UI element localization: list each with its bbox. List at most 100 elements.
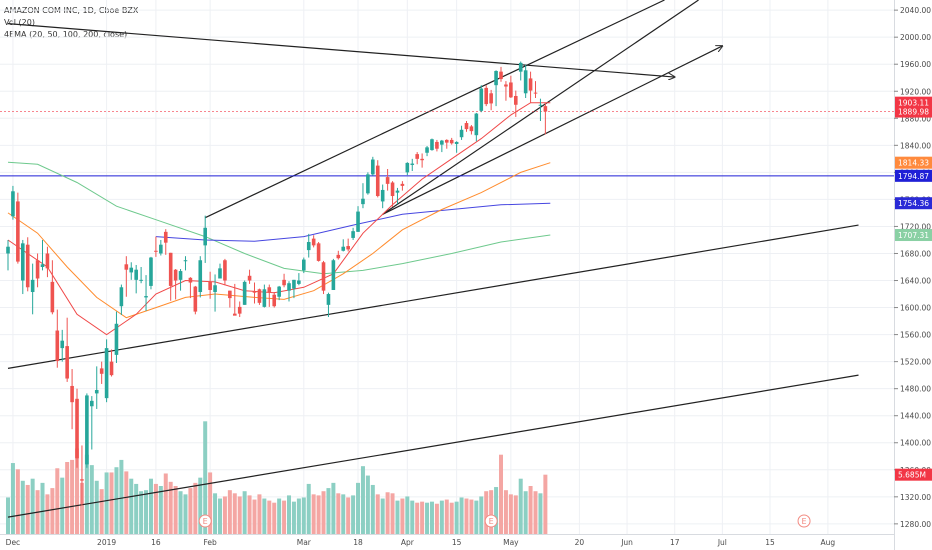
volume-bar[interactable] — [370, 484, 375, 534]
candle-body[interactable] — [430, 139, 434, 151]
candle-body[interactable] — [513, 95, 518, 105]
volume-bar[interactable] — [10, 463, 15, 534]
volume-bar[interactable] — [237, 496, 242, 534]
candle-body[interactable] — [75, 398, 79, 459]
volume-bar[interactable] — [30, 478, 35, 534]
volume-bar[interactable] — [321, 491, 326, 534]
candle-body[interactable] — [331, 260, 336, 290]
candle-body[interactable] — [25, 244, 30, 288]
volume-bar[interactable] — [429, 501, 434, 534]
candle-body[interactable] — [351, 231, 355, 238]
volume-bar[interactable] — [464, 498, 469, 534]
candle-body[interactable] — [385, 177, 390, 184]
candle-body[interactable] — [119, 287, 124, 307]
candle-body[interactable] — [292, 279, 296, 289]
candle-body[interactable] — [464, 123, 469, 130]
candle-body[interactable] — [45, 253, 50, 269]
candle-body[interactable] — [316, 243, 321, 261]
volume-bar[interactable] — [513, 495, 518, 534]
candle-body[interactable] — [90, 400, 94, 407]
volume-bar[interactable] — [395, 500, 400, 534]
candle-body[interactable] — [297, 280, 301, 284]
volume-bar[interactable] — [158, 486, 163, 534]
trend-line-support[interactable] — [7, 224, 859, 369]
candle-body[interactable] — [60, 340, 65, 349]
volume-bar[interactable] — [390, 493, 395, 534]
candle-body[interactable] — [65, 346, 69, 379]
volume-bar[interactable] — [351, 495, 356, 534]
candle-body[interactable] — [366, 174, 370, 194]
volume-bar[interactable] — [296, 498, 301, 534]
candle-body[interactable] — [277, 286, 281, 297]
candle-body[interactable] — [375, 165, 380, 197]
candle-body[interactable] — [400, 183, 405, 186]
candle-body[interactable] — [489, 93, 493, 104]
earnings-marker-icon[interactable] — [484, 514, 498, 528]
volume-bar[interactable] — [45, 494, 50, 534]
candle-body[interactable] — [282, 279, 286, 286]
candle-body[interactable] — [134, 269, 138, 280]
volume-bar[interactable] — [55, 468, 60, 534]
candle-body[interactable] — [20, 243, 25, 281]
volume-bar[interactable] — [217, 498, 222, 534]
candle-body[interactable] — [114, 323, 119, 355]
volume-bar[interactable] — [232, 493, 237, 534]
volume-bar[interactable] — [222, 496, 227, 534]
candle-body[interactable] — [326, 294, 331, 305]
candle-body[interactable] — [533, 92, 538, 94]
candle-body[interactable] — [321, 262, 326, 291]
volume-bar[interactable] — [203, 421, 208, 534]
candle-body[interactable] — [262, 289, 267, 307]
candle-body[interactable] — [163, 231, 168, 243]
candle-body[interactable] — [223, 260, 227, 281]
ema200-line[interactable] — [7, 161, 551, 275]
volume-bar[interactable] — [6, 497, 10, 534]
candle-body[interactable] — [336, 254, 341, 259]
candle-body[interactable] — [499, 71, 503, 80]
candle-body[interactable] — [341, 246, 346, 251]
candle-body[interactable] — [40, 264, 45, 267]
volume-bar[interactable] — [139, 491, 144, 534]
volume-bar[interactable] — [341, 494, 346, 534]
volume-bar[interactable] — [79, 482, 84, 534]
candle-body[interactable] — [144, 296, 148, 298]
volume-bar[interactable] — [114, 467, 119, 534]
candle-body[interactable] — [232, 313, 237, 316]
candle-body[interactable] — [371, 159, 375, 175]
candle-body[interactable] — [538, 104, 543, 106]
candle-body[interactable] — [395, 190, 400, 193]
candle-body[interactable] — [272, 294, 277, 307]
volume-bar[interactable] — [40, 482, 45, 534]
candle-body[interactable] — [168, 252, 173, 286]
volume-bar[interactable] — [60, 477, 65, 534]
candle-body[interactable] — [361, 198, 365, 205]
candle-body[interactable] — [178, 271, 183, 280]
volume-bar[interactable] — [75, 448, 80, 534]
price-badge[interactable] — [895, 156, 932, 169]
volume-bar[interactable] — [193, 482, 198, 534]
volume-bar[interactable] — [208, 472, 213, 534]
candle-body[interactable] — [35, 260, 40, 279]
volume-bar[interactable] — [425, 502, 430, 534]
volume-bar[interactable] — [360, 466, 365, 534]
volume-bar[interactable] — [356, 482, 361, 534]
volume-bar[interactable] — [20, 480, 25, 534]
candle-body[interactable] — [242, 281, 247, 305]
volume-bar[interactable] — [129, 478, 134, 534]
volume-bar[interactable] — [459, 497, 464, 534]
volume-bar[interactable] — [439, 500, 444, 534]
volume-bar[interactable] — [489, 490, 494, 534]
price-badge[interactable] — [895, 197, 932, 210]
volume-bar[interactable] — [538, 493, 543, 534]
candle-body[interactable] — [415, 154, 419, 159]
candle-body[interactable] — [154, 250, 158, 252]
volume-bar[interactable] — [163, 473, 168, 534]
price-badge[interactable] — [895, 169, 932, 182]
ema-indicator-label[interactable]: 4EMA (20, 50, 100, 200, close) — [4, 30, 128, 39]
volume-bar[interactable] — [331, 482, 336, 534]
candle-body[interactable] — [208, 281, 212, 290]
candle-body[interactable] — [504, 84, 508, 87]
volume-bar[interactable] — [365, 475, 370, 534]
candle-body[interactable] — [410, 163, 415, 165]
